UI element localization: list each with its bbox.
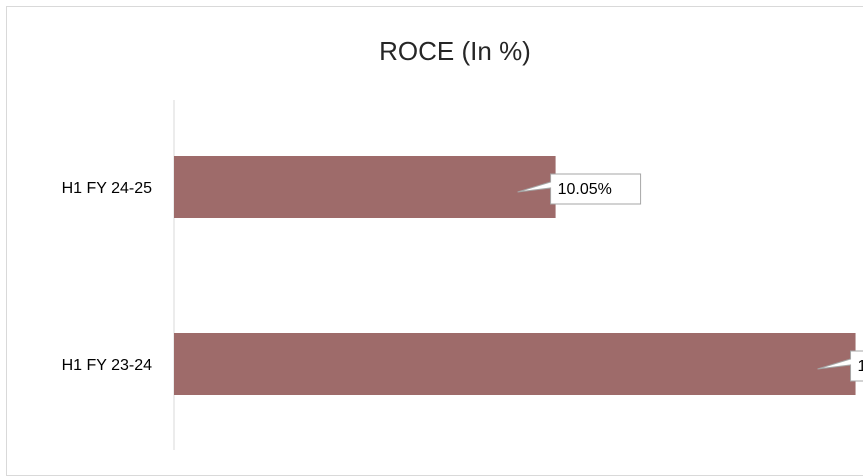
data-label: 10.05% (558, 181, 612, 198)
chart-frame (6, 6, 863, 476)
category-label: H1 FY 24-25 (62, 180, 153, 197)
chart-title: ROCE (In %) (379, 36, 531, 66)
bars-layer: H1 FY 24-25 10.05% H1 FY 23-24 17.95% (62, 156, 863, 395)
bar (174, 333, 856, 395)
data-label-callout (517, 173, 642, 205)
data-label: 17.95% (858, 358, 863, 375)
category-label: H1 FY 23-24 (62, 357, 153, 374)
bar (174, 156, 556, 218)
data-label-callout (817, 350, 863, 382)
